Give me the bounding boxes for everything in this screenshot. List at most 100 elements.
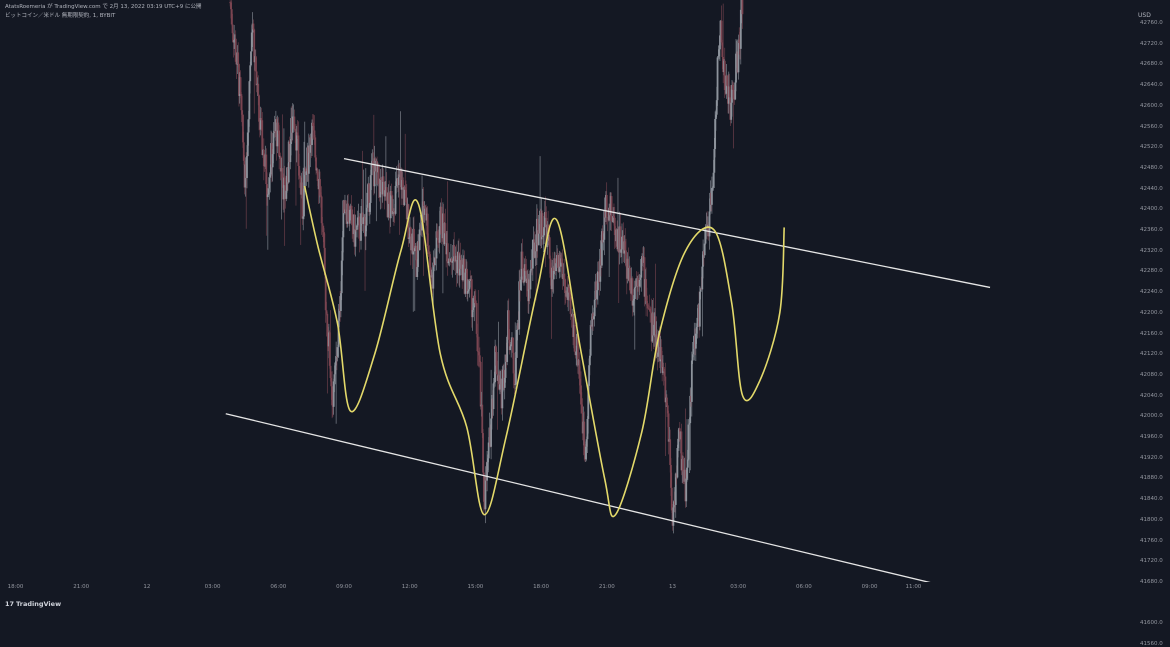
candle-body bbox=[395, 181, 398, 186]
candle-body bbox=[703, 243, 706, 256]
candle-body bbox=[471, 310, 474, 318]
candle-body bbox=[548, 237, 551, 259]
candle-body bbox=[732, 89, 735, 100]
price-tick-label: 42080.0 bbox=[1140, 371, 1163, 378]
candle-body bbox=[657, 352, 660, 357]
candle-body bbox=[704, 227, 707, 244]
candle-body bbox=[731, 84, 733, 103]
candle-body bbox=[652, 313, 655, 336]
candle-body bbox=[274, 130, 276, 132]
candle-body bbox=[319, 179, 321, 196]
candle-body bbox=[596, 290, 598, 299]
candle-body bbox=[733, 99, 736, 100]
candle-body bbox=[281, 168, 284, 179]
candle-body bbox=[567, 287, 570, 300]
time-tick-label: 09:00 bbox=[336, 584, 352, 590]
candle-body bbox=[322, 225, 325, 233]
candle-body bbox=[472, 307, 475, 311]
candle-body bbox=[321, 223, 324, 226]
candle-body bbox=[476, 333, 479, 352]
candle-body bbox=[543, 227, 545, 236]
price-tick-label: 41680.0 bbox=[1140, 578, 1163, 585]
candle-body bbox=[296, 132, 299, 136]
candle-body bbox=[494, 346, 497, 383]
candle-body bbox=[424, 206, 427, 209]
candle-body bbox=[415, 245, 418, 277]
candle-body bbox=[686, 467, 688, 479]
candle-body bbox=[303, 188, 305, 217]
candle-body bbox=[666, 405, 669, 414]
candle-body bbox=[432, 262, 435, 289]
candle-body bbox=[253, 29, 256, 63]
candle-body bbox=[486, 462, 488, 481]
candle-body bbox=[429, 254, 431, 268]
candle-body bbox=[330, 378, 333, 387]
price-tick-label: 42440.0 bbox=[1140, 185, 1163, 192]
candle-body bbox=[686, 459, 689, 468]
candle-body bbox=[506, 336, 509, 362]
candle-body bbox=[713, 149, 716, 173]
candle-body bbox=[360, 213, 362, 241]
price-axis[interactable]: 42760.0 42720.0 42680.0 42640.0 42600.0 42560… bbox=[1135, 0, 1170, 647]
candle-body bbox=[368, 183, 370, 212]
candle-body bbox=[267, 188, 270, 195]
candle-body bbox=[466, 268, 468, 294]
symbol-info[interactable]: ビットコイン／米ドル 無期限契約, 1, BYBIT bbox=[5, 13, 116, 19]
candle-body bbox=[319, 195, 322, 197]
candle-body bbox=[332, 381, 335, 407]
candle-body bbox=[366, 192, 369, 208]
candle-body bbox=[624, 241, 627, 251]
candle-body bbox=[403, 187, 406, 206]
candle-body bbox=[344, 209, 347, 213]
candle-body bbox=[303, 168, 306, 189]
price-tick-label: 41880.0 bbox=[1140, 475, 1163, 482]
candle-body bbox=[387, 192, 390, 218]
candle-body bbox=[354, 229, 357, 247]
price-tick-label: 42720.0 bbox=[1140, 40, 1163, 47]
price-tick-label: 42200.0 bbox=[1140, 309, 1163, 316]
price-chart[interactable] bbox=[0, 0, 1135, 582]
candle-body bbox=[633, 287, 636, 300]
candle-body bbox=[416, 267, 419, 277]
candle-body bbox=[664, 376, 667, 403]
candle-body bbox=[323, 232, 325, 248]
candle-body bbox=[249, 65, 252, 82]
candle-body bbox=[436, 231, 439, 238]
time-axis[interactable]: 18:00 21:00 12 03:00 06:00 09:00 12:00 15:00 18:… bbox=[0, 582, 1135, 596]
candle-series bbox=[229, 0, 744, 534]
candle-body bbox=[522, 268, 525, 283]
price-tick-label: 42120.0 bbox=[1140, 351, 1163, 358]
price-tick-label: 41960.0 bbox=[1140, 434, 1163, 440]
candle-body bbox=[612, 216, 615, 223]
candle-body bbox=[464, 272, 467, 294]
candle-body bbox=[272, 133, 275, 155]
candle-body bbox=[263, 166, 266, 167]
candle-body bbox=[479, 361, 482, 407]
candle-body bbox=[335, 356, 338, 366]
candle-body bbox=[633, 299, 635, 301]
tradingview-logo[interactable]: 17 TradingView bbox=[5, 600, 61, 608]
candle-body bbox=[340, 260, 343, 294]
candle-body bbox=[369, 175, 372, 203]
candle-body bbox=[737, 39, 740, 73]
candle-body bbox=[401, 180, 404, 188]
candle-body bbox=[645, 279, 647, 301]
candle-body bbox=[555, 263, 558, 272]
candle-body bbox=[385, 187, 388, 201]
candle-body bbox=[637, 286, 640, 287]
candle-body bbox=[575, 351, 578, 356]
candle-body bbox=[364, 225, 367, 237]
candle-body bbox=[584, 446, 587, 460]
candle-body bbox=[246, 132, 249, 157]
candle-body bbox=[735, 53, 737, 83]
price-tick-label: 42760.0 bbox=[1140, 20, 1163, 26]
drawing-layer bbox=[225, 157, 991, 582]
candle-body bbox=[329, 365, 332, 379]
candle-body bbox=[260, 117, 263, 121]
price-tick-label: 42240.0 bbox=[1140, 289, 1163, 296]
candle-body bbox=[544, 211, 547, 218]
candle-body bbox=[255, 71, 258, 86]
candle-body bbox=[692, 348, 695, 355]
candle-body bbox=[543, 211, 546, 228]
